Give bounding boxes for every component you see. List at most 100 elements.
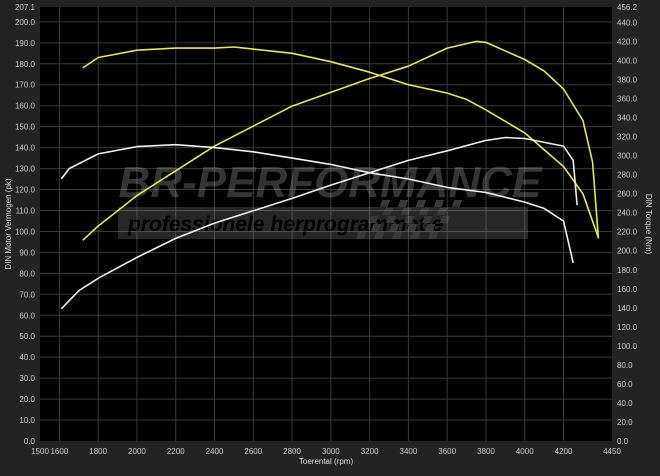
y-left-tick-label: 180.0 [15, 60, 36, 69]
x-tick-label: 3000 [322, 447, 340, 456]
y-right-tick-label: 0.0 [617, 437, 629, 446]
y-right-tick-label: 380.0 [617, 75, 638, 84]
y-left-tick-label: 160.0 [15, 102, 36, 111]
flag-square [379, 200, 391, 207]
flag-square [385, 216, 397, 223]
y-right-tick-label: 280.0 [617, 171, 638, 180]
flag-square [392, 232, 403, 239]
x-tick-label: 2600 [244, 447, 262, 456]
y-left-tick-label: 20.0 [19, 395, 35, 404]
flag-square [374, 232, 385, 239]
flag-square [403, 216, 415, 223]
y-right-tick-label: 240.0 [617, 209, 638, 218]
flag-square [410, 232, 421, 239]
flag-square [451, 200, 463, 207]
flag-square [356, 232, 367, 239]
y-left-tick-label: 40.0 [19, 353, 35, 362]
y-right-tick-label: 340.0 [617, 114, 638, 123]
flag-square [433, 200, 445, 207]
flag-square [424, 224, 436, 231]
y-left-tick-label: 140.0 [15, 144, 36, 153]
y-left-tick-label: 30.0 [19, 374, 35, 383]
y-right-tick-label: 360.0 [617, 95, 638, 104]
flag-square [406, 224, 418, 231]
y-left-tick-label: 90.0 [19, 248, 35, 257]
flag-square [415, 200, 427, 207]
y-right-tick-label: 440.0 [617, 18, 638, 27]
y-axis-left-label: DIN Motor Vermogen (pk) [4, 178, 13, 269]
x-tick-label: 3800 [477, 447, 495, 456]
series-group [60, 40, 600, 310]
flag-square [428, 232, 439, 239]
x-tick-label: 2400 [206, 447, 224, 456]
flag-square [439, 216, 451, 223]
flag-square [418, 208, 430, 215]
flag-square [367, 216, 379, 223]
y-left-tick-label: 190.0 [15, 39, 36, 48]
y-left-tick-label: 120.0 [15, 186, 36, 195]
y-left-tick-label: 70.0 [19, 290, 35, 299]
y-right-tick-label: 260.0 [617, 190, 638, 199]
y-right-tick-label: 20.0 [617, 418, 633, 427]
x-tick-label: 1600 [50, 447, 68, 456]
flag-square [436, 208, 448, 215]
x-tick-label: 1800 [89, 447, 107, 456]
y-left-tick-label: 50.0 [19, 332, 35, 341]
flag-square [388, 224, 400, 231]
y-right-tick-label: 300.0 [617, 152, 638, 161]
y-axis-right-label: DIN Torque (Nm) [644, 194, 653, 255]
y-right-tick-label: 160.0 [617, 285, 638, 294]
flag-square [400, 208, 412, 215]
y-right-tick-label: 120.0 [617, 323, 638, 332]
y-right-tick-label: 200.0 [617, 247, 638, 256]
y-left-tick-label: 80.0 [19, 269, 35, 278]
x-tick-label: 4000 [516, 447, 534, 456]
x-tick-label: 3400 [400, 447, 418, 456]
y-right-tick-label: 60.0 [617, 380, 633, 389]
y-left-tick-label: 10.0 [19, 416, 35, 425]
tuned-torque-line [82, 40, 600, 241]
y-right-tick-label: 400.0 [617, 56, 638, 65]
y-right-tick-label: 456.2 [617, 3, 638, 12]
x-tick-label: 3600 [438, 447, 456, 456]
grid [40, 7, 612, 441]
y-right-tick-label: 100.0 [617, 342, 638, 351]
stock-torque-line [60, 136, 578, 310]
stock-power-line [60, 143, 574, 264]
flag-square [421, 216, 433, 223]
ticks: 1500 1600 1800 2000 2200 2400 2600 2800 3000 3200… [15, 3, 638, 456]
x-tick-label: 3200 [361, 447, 379, 456]
flag-square [370, 224, 382, 231]
checkered-flag-icon [356, 200, 463, 239]
x-tick-label: 2000 [128, 447, 146, 456]
y-left-tick-label: 60.0 [19, 311, 35, 320]
y-left-tick-label: 110.0 [16, 206, 36, 215]
y-right-tick-label: 420.0 [617, 37, 638, 46]
y-right-tick-label: 140.0 [617, 304, 638, 313]
y-left-tick-label: 207.1 [15, 3, 36, 12]
x-tick-label: 2800 [283, 447, 301, 456]
watermark: BR-PERFORMANCE professionele herprogramm… [118, 158, 543, 239]
flag-square [382, 208, 394, 215]
y-left-tick-label: 100.0 [15, 227, 36, 236]
y-left-tick-label: 0.0 [24, 437, 36, 446]
x-tick-label: 4450 [603, 447, 621, 456]
x-axis-label: Toerental (rpm) [299, 457, 354, 466]
y-right-tick-label: 40.0 [617, 399, 633, 408]
x-tick-label: 2200 [167, 447, 185, 456]
x-tick-label: 4200 [555, 447, 573, 456]
y-left-tick-label: 150.0 [15, 123, 36, 132]
tuned-power-line [82, 46, 600, 238]
watermark-subtitle: professionele herprogrammatie [127, 213, 443, 236]
y-right-tick-label: 80.0 [617, 361, 633, 370]
y-right-tick-label: 180.0 [617, 266, 638, 275]
y-left-tick-label: 200.0 [15, 18, 36, 27]
y-left-tick-label: 170.0 [15, 81, 36, 90]
watermark-title: BR-PERFORMANCE [119, 158, 544, 207]
flag-square [397, 200, 409, 207]
y-left-tick-label: 130.0 [15, 165, 36, 174]
y-right-tick-label: 220.0 [617, 228, 638, 237]
x-tick-label: 1500 [31, 447, 49, 456]
y-right-tick-label: 320.0 [617, 133, 638, 142]
